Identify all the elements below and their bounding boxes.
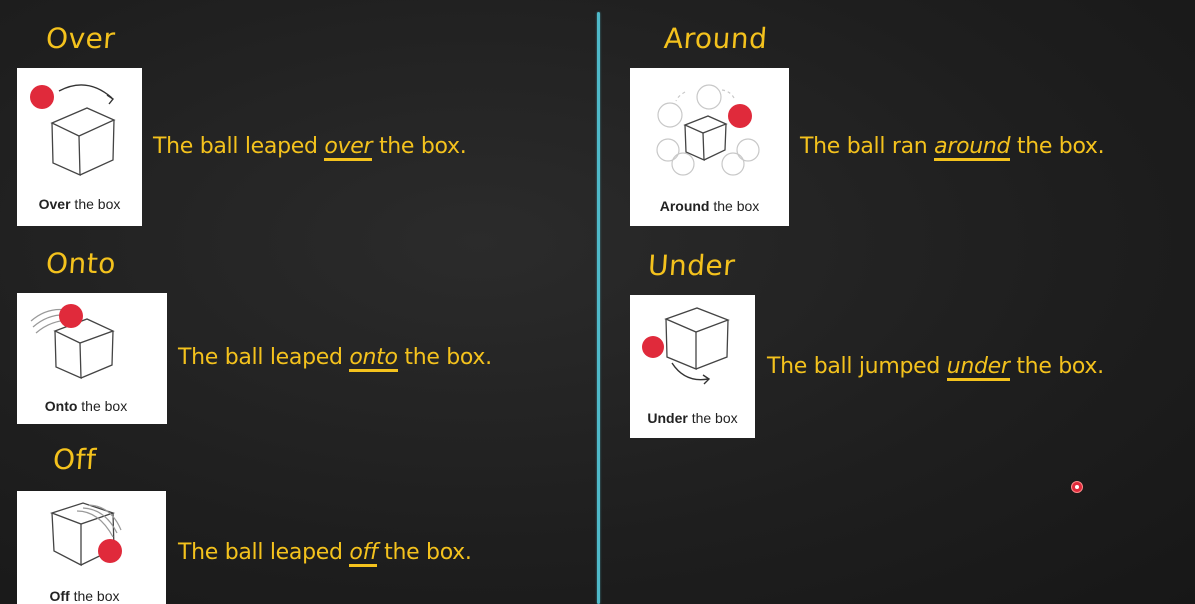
sentence-around: The ball ran around the box. — [800, 134, 1105, 162]
sentence-onto: The ball leaped onto the box. — [178, 345, 492, 373]
heading-onto: Onto — [44, 247, 118, 280]
box-icon — [50, 107, 116, 177]
card-under: Under the box — [630, 295, 755, 438]
over-illustration — [30, 84, 116, 177]
arrow-icon — [58, 84, 113, 99]
caption-over: Over the box — [38, 196, 121, 212]
caption-around: Around the box — [659, 198, 760, 214]
sentence-under: The ball jumped under the box. — [767, 354, 1104, 382]
card-over: Over the box — [17, 68, 142, 226]
card-around: Around the box — [630, 68, 789, 226]
arrow-icon — [671, 362, 709, 381]
orbit-icon — [656, 84, 760, 176]
caption-onto: Onto the box — [44, 398, 128, 414]
onto-illustration — [30, 304, 115, 380]
caption-under: Under the box — [647, 410, 738, 426]
keyword-under: under — [946, 355, 1010, 382]
caption-off: Off the box — [49, 588, 120, 604]
keyword-off: off — [349, 541, 378, 568]
heading-around: Around — [662, 22, 769, 55]
pointer-indicator-icon — [1071, 481, 1083, 493]
keyword-around: around — [934, 135, 1010, 162]
box-icon — [53, 318, 115, 380]
keyword-onto: onto — [349, 346, 398, 373]
off-illustration — [50, 502, 122, 567]
heading-over: Over — [44, 22, 117, 55]
heading-off: Off — [51, 443, 98, 476]
keyword-over: over — [324, 135, 373, 162]
under-illustration — [642, 307, 730, 385]
box-icon — [664, 307, 730, 370]
ball-icon — [59, 304, 83, 328]
center-divider — [597, 12, 600, 604]
sentence-over: The ball leaped over the box. — [153, 134, 467, 162]
heading-under: Under — [646, 249, 737, 282]
sentence-off: The ball leaped off the box. — [178, 540, 472, 568]
ball-icon — [642, 336, 664, 358]
box-icon — [683, 115, 728, 162]
card-onto: Onto the box — [17, 293, 167, 424]
ball-icon — [30, 85, 54, 109]
ball-icon — [728, 104, 752, 128]
around-illustration — [656, 84, 760, 176]
card-off: Off the box — [17, 491, 166, 604]
ball-icon — [98, 539, 122, 563]
